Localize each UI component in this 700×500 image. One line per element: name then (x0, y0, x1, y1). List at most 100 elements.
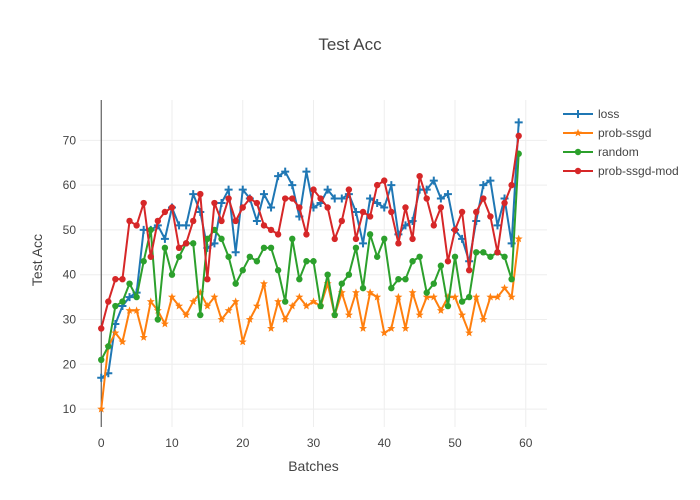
data-point-prob-ssgd-mod (98, 325, 105, 332)
data-point-prob-ssgd-mod (105, 298, 112, 305)
legend-item-loss[interactable]: loss (563, 107, 619, 121)
x-tick-label: 60 (519, 436, 533, 450)
x-tick-label: 10 (165, 436, 179, 450)
data-point-loss (238, 185, 247, 194)
data-point-random (345, 271, 353, 278)
data-point-prob-ssgd (479, 315, 488, 323)
data-point-prob-ssgd (224, 306, 233, 314)
data-point-prob-ssgd-mod (473, 208, 480, 216)
data-point-prob-ssgd-mod (352, 235, 360, 243)
legend-marker (574, 110, 582, 118)
data-point-random (225, 253, 232, 260)
data-point-prob-ssgd (422, 292, 431, 301)
data-point-prob-ssgd (323, 279, 332, 288)
legend[interactable]: loss prob-ssgd random prob-ssgd-mod (563, 107, 679, 178)
data-point-prob-ssgd-mod (296, 204, 303, 211)
data-point-prob-ssgd (281, 315, 290, 323)
data-point-prob-ssgd (203, 301, 212, 310)
data-point-random (289, 235, 296, 243)
data-point-prob-ssgd-mod (225, 195, 232, 202)
data-point-random (444, 302, 452, 310)
data-point-loss (415, 185, 424, 194)
data-point-prob-ssgd (472, 292, 481, 301)
data-point-random (119, 298, 126, 305)
data-point-prob-ssgd (500, 283, 509, 292)
data-point-random (458, 298, 466, 305)
data-point-prob-ssgd-mod (126, 217, 133, 225)
legend-item-prob-ssgd-mod[interactable]: prob-ssgd-mod (563, 164, 679, 178)
data-point-prob-ssgd (401, 324, 410, 332)
data-point-prob-ssgd (288, 301, 297, 310)
data-point-random (352, 244, 360, 252)
data-point-prob-ssgd (359, 324, 368, 332)
data-point-prob-ssgd (465, 328, 474, 337)
data-point-random (508, 275, 515, 283)
data-point-prob-ssgd-mod (182, 240, 190, 247)
data-point-prob-ssgd (344, 310, 353, 319)
data-point-prob-ssgd-mod (211, 199, 218, 207)
data-point-prob-ssgd-mod (331, 235, 338, 243)
data-point-prob-ssgd-mod (112, 275, 119, 283)
data-point-prob-ssgd (146, 297, 155, 305)
data-point-prob-ssgd (245, 315, 254, 323)
data-point-prob-ssgd-mod (416, 172, 423, 180)
data-point-loss (160, 234, 169, 243)
x-tick-label: 20 (236, 436, 250, 450)
series-random (98, 150, 522, 364)
data-point-prob-ssgd-mod (119, 275, 126, 283)
data-point-prob-ssgd-mod (239, 204, 246, 211)
data-point-loss (175, 221, 184, 230)
data-point-random (338, 280, 346, 287)
data-point-prob-ssgd (274, 297, 283, 305)
data-point-prob-ssgd (507, 292, 516, 301)
data-point-prob-ssgd (302, 301, 311, 310)
data-point-random (487, 253, 494, 260)
data-point-random (175, 253, 183, 260)
data-point-prob-ssgd (196, 288, 205, 297)
data-point-prob-ssgd (189, 297, 198, 305)
legend-item-random[interactable]: random (563, 145, 639, 159)
data-point-loss (259, 190, 268, 199)
data-point-prob-ssgd (139, 333, 148, 341)
data-point-random (161, 244, 169, 252)
data-point-random (388, 284, 395, 292)
legend-item-prob-ssgd[interactable]: prob-ssgd (563, 126, 651, 140)
series-line-random (100, 153, 520, 361)
data-point-random (281, 298, 289, 305)
data-point-random (416, 253, 423, 260)
y-tick-label: 70 (63, 133, 77, 147)
data-point-prob-ssgd-mod (260, 222, 268, 229)
data-point-prob-ssgd-mod (289, 195, 296, 202)
data-point-prob-ssgd-mod (303, 231, 310, 238)
data-point-random (296, 275, 303, 283)
data-point-prob-ssgd-mod (253, 199, 261, 207)
data-point-prob-ssgd (408, 288, 417, 297)
data-point-prob-ssgd-mod (317, 195, 324, 202)
y-tick-label: 20 (63, 357, 77, 371)
data-point-prob-ssgd-mod (508, 181, 515, 189)
data-point-random (331, 311, 338, 319)
series-prob-ssgd-mod (98, 132, 522, 332)
data-point-prob-ssgd (458, 310, 467, 319)
chart-title: Test Acc (318, 35, 382, 54)
data-point-random (430, 280, 437, 287)
data-point-prob-ssgd-mod (444, 258, 452, 265)
data-point-random (112, 302, 119, 310)
data-point-random (140, 258, 147, 265)
data-point-loss (217, 199, 226, 208)
data-point-loss (323, 185, 332, 194)
data-point-prob-ssgd (451, 292, 460, 301)
data-point-random (168, 271, 176, 278)
x-tick-label: 30 (307, 436, 321, 450)
data-point-prob-ssgd-mod (423, 195, 430, 202)
data-point-prob-ssgd-mod (161, 208, 169, 216)
data-point-loss (387, 181, 396, 190)
data-point-prob-ssgd-mod (232, 217, 239, 225)
data-point-prob-ssgd-mod (267, 226, 275, 234)
data-point-prob-ssgd-mod (451, 226, 459, 234)
data-point-prob-ssgd (118, 337, 127, 346)
data-point-loss (196, 207, 205, 216)
data-point-loss (493, 221, 502, 230)
